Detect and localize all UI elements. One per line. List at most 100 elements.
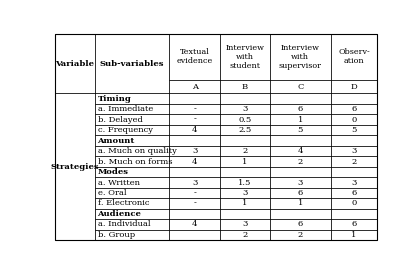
Bar: [331, 34, 377, 80]
Text: 2: 2: [298, 157, 303, 166]
Text: f. Electronic: f. Electronic: [97, 199, 149, 208]
Bar: [95, 177, 169, 188]
Bar: [95, 188, 169, 198]
Bar: [169, 209, 220, 219]
Bar: [270, 167, 331, 177]
Bar: [270, 146, 331, 156]
Bar: [331, 80, 377, 93]
Bar: [270, 104, 331, 114]
Text: Strategies: Strategies: [51, 163, 100, 171]
Bar: [169, 34, 220, 80]
Bar: [270, 34, 331, 80]
Bar: [331, 188, 377, 198]
Text: Timing: Timing: [97, 95, 131, 103]
Text: c. Frequency: c. Frequency: [97, 126, 152, 134]
Text: Audience: Audience: [97, 210, 142, 218]
Bar: [270, 219, 331, 230]
Text: 6: 6: [352, 189, 357, 197]
Text: 4: 4: [297, 147, 303, 155]
Text: D: D: [351, 83, 357, 91]
Bar: [331, 93, 377, 104]
Bar: [331, 125, 377, 136]
Bar: [95, 209, 169, 219]
Bar: [95, 219, 169, 230]
Text: a. Written: a. Written: [97, 179, 139, 186]
Bar: [270, 209, 331, 219]
Bar: [95, 114, 169, 125]
Bar: [95, 93, 169, 104]
Text: b. Much on forms: b. Much on forms: [97, 157, 172, 166]
Bar: [169, 188, 220, 198]
Bar: [331, 156, 377, 167]
Bar: [220, 146, 270, 156]
Bar: [331, 136, 377, 146]
Text: -: -: [193, 189, 196, 197]
Bar: [169, 80, 220, 93]
Bar: [95, 136, 169, 146]
Text: a. Individual: a. Individual: [97, 220, 150, 228]
Bar: [331, 209, 377, 219]
Bar: [270, 156, 331, 167]
Text: 5: 5: [297, 126, 303, 134]
Text: 2: 2: [242, 231, 247, 239]
Text: Interview
with
supervisor: Interview with supervisor: [279, 44, 322, 70]
Text: -: -: [193, 105, 196, 113]
Bar: [55, 34, 95, 93]
Text: b. Delayed: b. Delayed: [97, 116, 142, 124]
Text: a. Much on quality: a. Much on quality: [97, 147, 176, 155]
Bar: [169, 125, 220, 136]
Bar: [220, 156, 270, 167]
Text: 1: 1: [297, 199, 303, 208]
Text: Amount: Amount: [97, 137, 135, 145]
Bar: [270, 114, 331, 125]
Bar: [169, 177, 220, 188]
Text: -: -: [193, 199, 196, 208]
Text: A: A: [192, 83, 197, 91]
Text: 3: 3: [351, 179, 357, 186]
Bar: [220, 104, 270, 114]
Text: Modes: Modes: [97, 168, 129, 176]
Bar: [331, 198, 377, 209]
Text: a. Immediate: a. Immediate: [97, 105, 153, 113]
Bar: [169, 104, 220, 114]
Text: 4: 4: [192, 157, 197, 166]
Text: 2: 2: [352, 157, 357, 166]
Bar: [270, 198, 331, 209]
Text: Sub-variables: Sub-variables: [100, 60, 165, 67]
Text: 1: 1: [351, 231, 357, 239]
Bar: [220, 93, 270, 104]
Text: 2: 2: [298, 231, 303, 239]
Bar: [331, 167, 377, 177]
Bar: [220, 136, 270, 146]
Text: 1: 1: [297, 116, 303, 124]
Bar: [331, 146, 377, 156]
Text: B: B: [242, 83, 248, 91]
Text: 1.5: 1.5: [238, 179, 252, 186]
Bar: [220, 230, 270, 240]
Text: e. Oral: e. Oral: [97, 189, 126, 197]
Text: 6: 6: [352, 105, 357, 113]
Text: 6: 6: [352, 220, 357, 228]
Bar: [169, 146, 220, 156]
Text: 2.5: 2.5: [238, 126, 252, 134]
Bar: [95, 34, 169, 93]
Bar: [331, 104, 377, 114]
Bar: [220, 188, 270, 198]
Bar: [270, 93, 331, 104]
Bar: [220, 34, 270, 80]
Bar: [55, 93, 95, 240]
Bar: [220, 114, 270, 125]
Text: 3: 3: [192, 179, 197, 186]
Bar: [270, 230, 331, 240]
Bar: [270, 188, 331, 198]
Text: 1: 1: [242, 199, 247, 208]
Bar: [331, 219, 377, 230]
Text: 2: 2: [242, 147, 247, 155]
Bar: [169, 93, 220, 104]
Bar: [95, 230, 169, 240]
Text: 3: 3: [242, 220, 247, 228]
Text: Observ-
ation: Observ- ation: [338, 48, 370, 65]
Text: Variable: Variable: [55, 60, 94, 67]
Bar: [220, 167, 270, 177]
Text: 3: 3: [351, 147, 357, 155]
